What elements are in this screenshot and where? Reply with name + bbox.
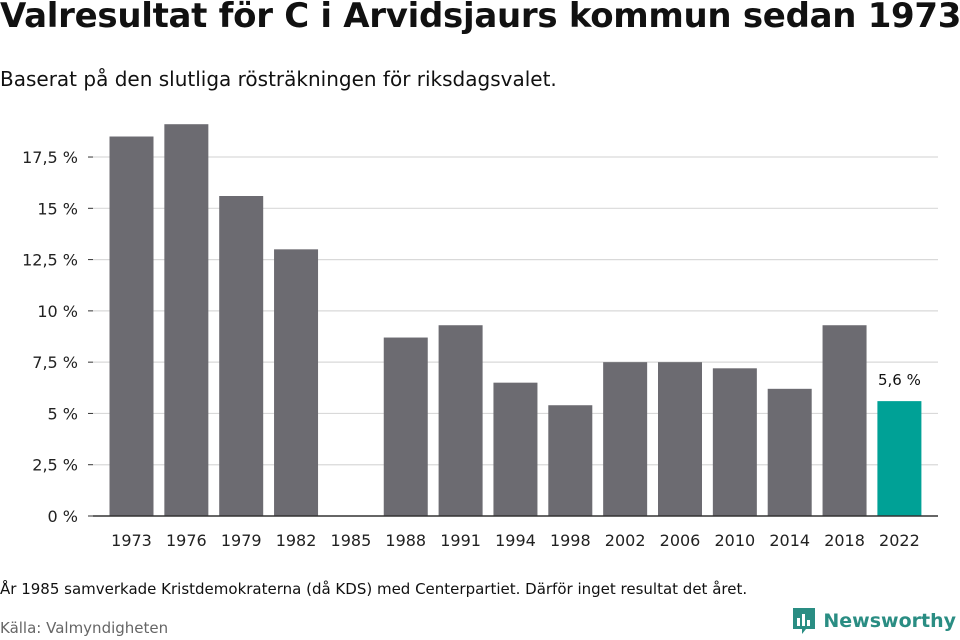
bar-chart: 0 % 2,5 % 5 % 7,5 % 10 % 12,5 % 15 % 17,5 % 1973…	[22, 124, 938, 550]
y-tick-label: 5 %	[48, 404, 78, 423]
x-tick-label: 2014	[769, 531, 810, 550]
y-tick-label: 0 %	[48, 507, 78, 526]
bar	[712, 368, 757, 516]
y-tick-label: 2,5 %	[32, 456, 78, 475]
y-tick-label: 15 %	[37, 199, 78, 218]
chart-title: Valresultat för C i Arvidsjaurs kommun s…	[0, 0, 960, 36]
bar	[164, 124, 209, 516]
x-tick-label: 2010	[714, 531, 755, 550]
bar	[767, 388, 812, 516]
y-tick-label: 7,5 %	[32, 353, 78, 372]
y-tick-label: 10 %	[37, 302, 78, 321]
newsworthy-logo-icon	[793, 608, 816, 634]
chart-subtitle: Baserat på den slutliga rösträkningen fö…	[0, 67, 557, 91]
x-tick-label: 1988	[385, 531, 426, 550]
bar	[877, 401, 922, 516]
y-tick-label: 12,5 %	[22, 251, 78, 270]
axes	[88, 156, 938, 517]
bar	[658, 362, 702, 516]
x-tick-label: 1973	[111, 531, 152, 550]
y-tick-label: 17,5 %	[22, 148, 78, 167]
bar	[383, 337, 428, 516]
x-tick-label: 1991	[440, 531, 481, 550]
brand-logo: Newsworthy	[791, 606, 956, 636]
bar	[219, 196, 264, 516]
x-tick-label: 2002	[605, 531, 646, 550]
bars	[109, 124, 922, 517]
bar	[822, 325, 867, 516]
x-tick-label: 2022	[879, 531, 920, 550]
x-tick-label: 1985	[331, 531, 372, 550]
brand-name: Newsworthy	[823, 610, 956, 632]
labels: 0 % 2,5 % 5 % 7,5 % 10 % 12,5 % 15 % 17,5 % 1973…	[22, 148, 921, 550]
bar	[603, 362, 648, 516]
x-tick-label: 1998	[550, 531, 591, 550]
bar	[109, 136, 154, 516]
x-tick-label: 2018	[824, 531, 865, 550]
x-tick-label: 2006	[660, 531, 701, 550]
source-text: Källa: Valmyndigheten	[0, 619, 169, 637]
x-tick-label: 1976	[166, 531, 207, 550]
data-label: 5,6 %	[878, 371, 921, 389]
bar	[274, 249, 319, 517]
footnote: År 1985 samverkade Kristdemokraterna (då…	[0, 580, 748, 598]
bar	[493, 382, 538, 516]
x-tick-label: 1994	[495, 531, 536, 550]
x-tick-label: 1982	[276, 531, 317, 550]
x-tick-label: 1979	[221, 531, 262, 550]
bar	[438, 325, 483, 516]
bar	[548, 405, 593, 516]
